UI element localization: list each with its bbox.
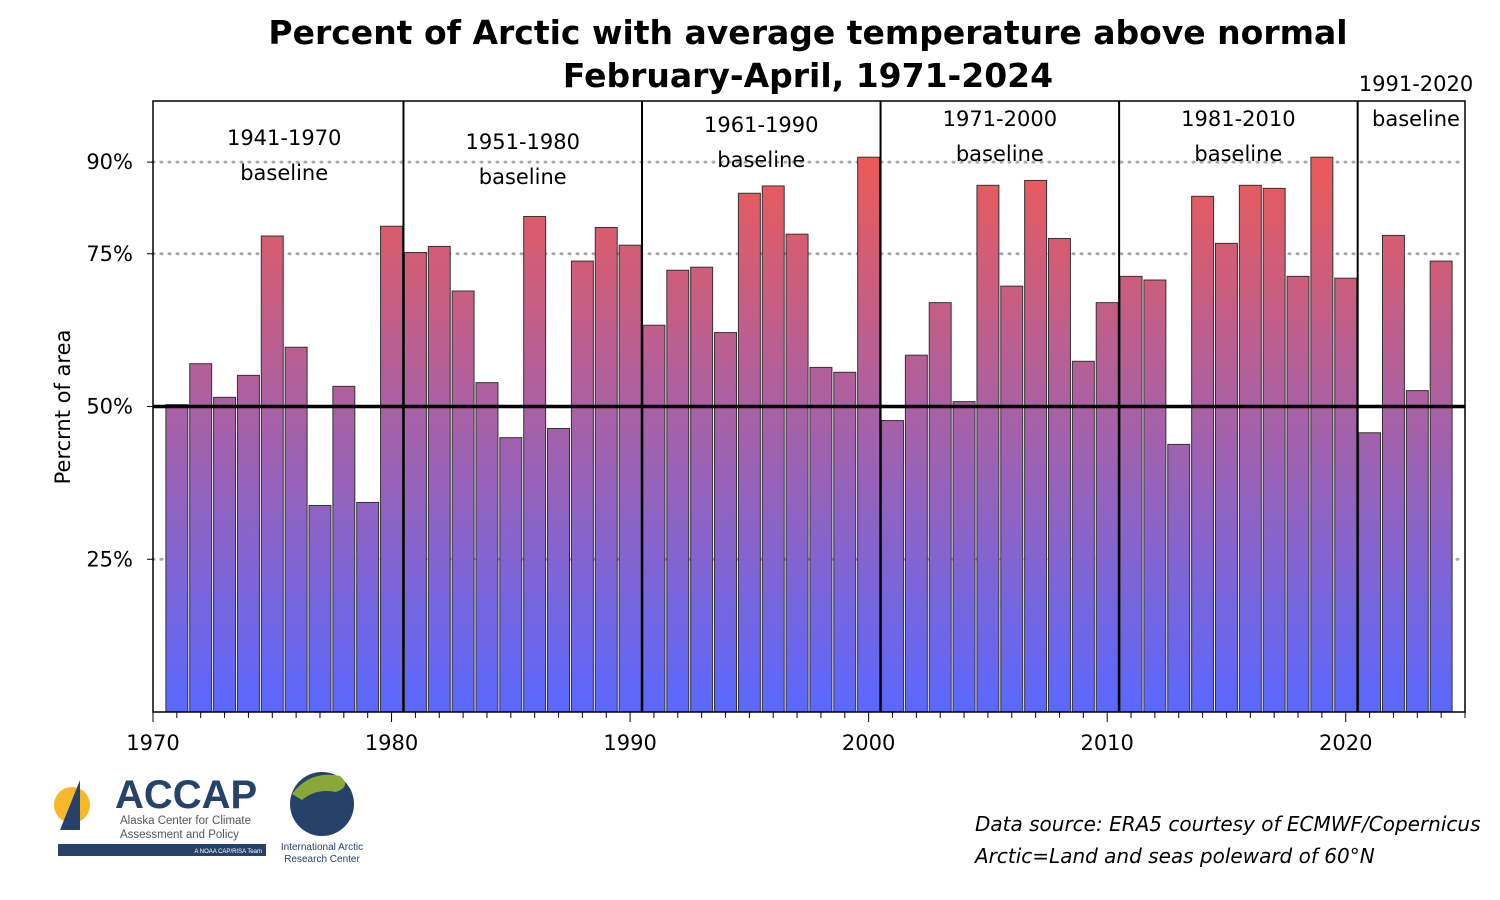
bar-2021 xyxy=(1358,432,1382,713)
bar-1989 xyxy=(594,226,618,713)
baseline-label: baseline xyxy=(479,165,567,189)
baseline-period: 1961-1990 xyxy=(704,113,818,137)
bar-1987 xyxy=(547,427,571,713)
bar-1991 xyxy=(642,324,666,713)
bar-2015 xyxy=(1214,242,1238,713)
accap-wordmark: ACCAP xyxy=(115,773,257,817)
bar-2012 xyxy=(1143,279,1167,713)
bar-1994 xyxy=(714,332,737,713)
bar-1972 xyxy=(189,363,213,713)
baseline-period: 1981-2010 xyxy=(1181,107,1295,131)
bar-2018 xyxy=(1286,275,1310,713)
bar-1973 xyxy=(213,396,237,713)
baseline-period: 1941-1970 xyxy=(227,126,341,150)
plot-frame xyxy=(152,100,1466,713)
bar-2005 xyxy=(976,184,1000,713)
bar-2001 xyxy=(881,420,904,713)
bar-1984 xyxy=(475,382,499,713)
bar-2000 xyxy=(857,156,881,713)
bar-1978 xyxy=(332,385,356,713)
bar-2006 xyxy=(1000,285,1024,713)
y-tick-label: 90% xyxy=(86,150,133,174)
accap-subtitle-2: Assessment and Policy xyxy=(120,829,239,841)
baseline-label: baseline xyxy=(956,142,1044,166)
source-line-1: Data source: ERA5 courtesy of ECMWF/Cope… xyxy=(975,812,1481,836)
bar-1995 xyxy=(737,192,761,713)
bar-2008 xyxy=(1047,237,1071,713)
bar-2020 xyxy=(1334,277,1358,713)
bar-1971 xyxy=(165,404,189,713)
logos: ACCAP Alaska Center for Climate Assessme… xyxy=(54,772,363,865)
x-tick-label: 1990 xyxy=(603,731,656,755)
x-tick-label: 2020 xyxy=(1319,731,1372,755)
bar-2023 xyxy=(1405,390,1429,713)
bar-1998 xyxy=(809,366,833,713)
chart-title: Percent of Arctic with average temperatu… xyxy=(268,13,1347,52)
x-tick-label: 1970 xyxy=(126,731,179,755)
bar-2011 xyxy=(1119,275,1143,713)
bar-2017 xyxy=(1262,187,1286,713)
x-tick-label: 2000 xyxy=(842,731,895,755)
bar-2013 xyxy=(1167,443,1191,713)
bar-1982 xyxy=(427,245,451,713)
baseline-period: 1991-2020 xyxy=(1359,72,1473,96)
bar-2010 xyxy=(1095,302,1119,713)
x-tick-label: 1980 xyxy=(365,731,418,755)
bar-2022 xyxy=(1381,234,1405,713)
source-line-2: Arctic=Land and seas poleward of 60°N xyxy=(975,844,1375,868)
bar-2014 xyxy=(1191,195,1215,713)
bar-1986 xyxy=(523,215,547,713)
bar-1990 xyxy=(618,244,642,713)
x-tick-label: 2010 xyxy=(1080,731,1133,755)
bar-1992 xyxy=(666,269,690,713)
bar-1980 xyxy=(380,225,404,713)
y-tick-label: 50% xyxy=(86,395,133,419)
bar-2007 xyxy=(1024,179,1048,713)
bar-1975 xyxy=(260,235,284,713)
y-tick-label: 25% xyxy=(86,547,133,571)
iarc-name-1: International Arctic xyxy=(281,842,363,853)
bar-1977 xyxy=(308,504,332,713)
baseline-label: baseline xyxy=(1372,107,1460,131)
bar-1981 xyxy=(403,252,427,713)
bar-2024 xyxy=(1429,260,1453,713)
bar-1976 xyxy=(284,346,308,713)
bar-1979 xyxy=(356,501,380,713)
chart-subtitle: February-April, 1971-2024 xyxy=(563,56,1053,95)
iarc-name-2: Research Center xyxy=(284,854,360,865)
bar-1985 xyxy=(499,437,523,713)
bar-1999 xyxy=(833,371,857,713)
bar-1974 xyxy=(236,374,260,713)
bar-1996 xyxy=(761,185,785,713)
bar-2009 xyxy=(1071,360,1095,713)
accap-subtitle-1: Alaska Center for Climate xyxy=(120,815,251,827)
y-tick-label: 75% xyxy=(86,242,133,266)
baseline-period: 1971-2000 xyxy=(943,107,1057,131)
y-axis-label: Percrnt of area xyxy=(51,330,75,485)
bar-1997 xyxy=(785,233,809,713)
data-source-note: Data source: ERA5 courtesy of ECMWF/Cope… xyxy=(975,808,1481,872)
bar-2002 xyxy=(904,354,928,713)
accap-tag: A NOAA CAP/RISA Team xyxy=(194,849,262,855)
snowflake-icon xyxy=(60,780,80,830)
bar-2019 xyxy=(1310,156,1334,713)
bar-1983 xyxy=(451,290,475,713)
accap-logo: ACCAP Alaska Center for Climate Assessme… xyxy=(54,773,266,856)
iarc-logo: International Arctic Research Center xyxy=(281,772,363,865)
baseline-period: 1951-1980 xyxy=(466,130,580,154)
bar-1993 xyxy=(690,266,714,713)
bar-2016 xyxy=(1238,184,1262,713)
bar-2004 xyxy=(952,401,976,713)
bar-2003 xyxy=(928,302,952,713)
baseline-label: baseline xyxy=(240,161,328,185)
baseline-label: baseline xyxy=(1194,142,1282,166)
baseline-label: baseline xyxy=(717,148,805,172)
bar-1988 xyxy=(570,260,594,713)
